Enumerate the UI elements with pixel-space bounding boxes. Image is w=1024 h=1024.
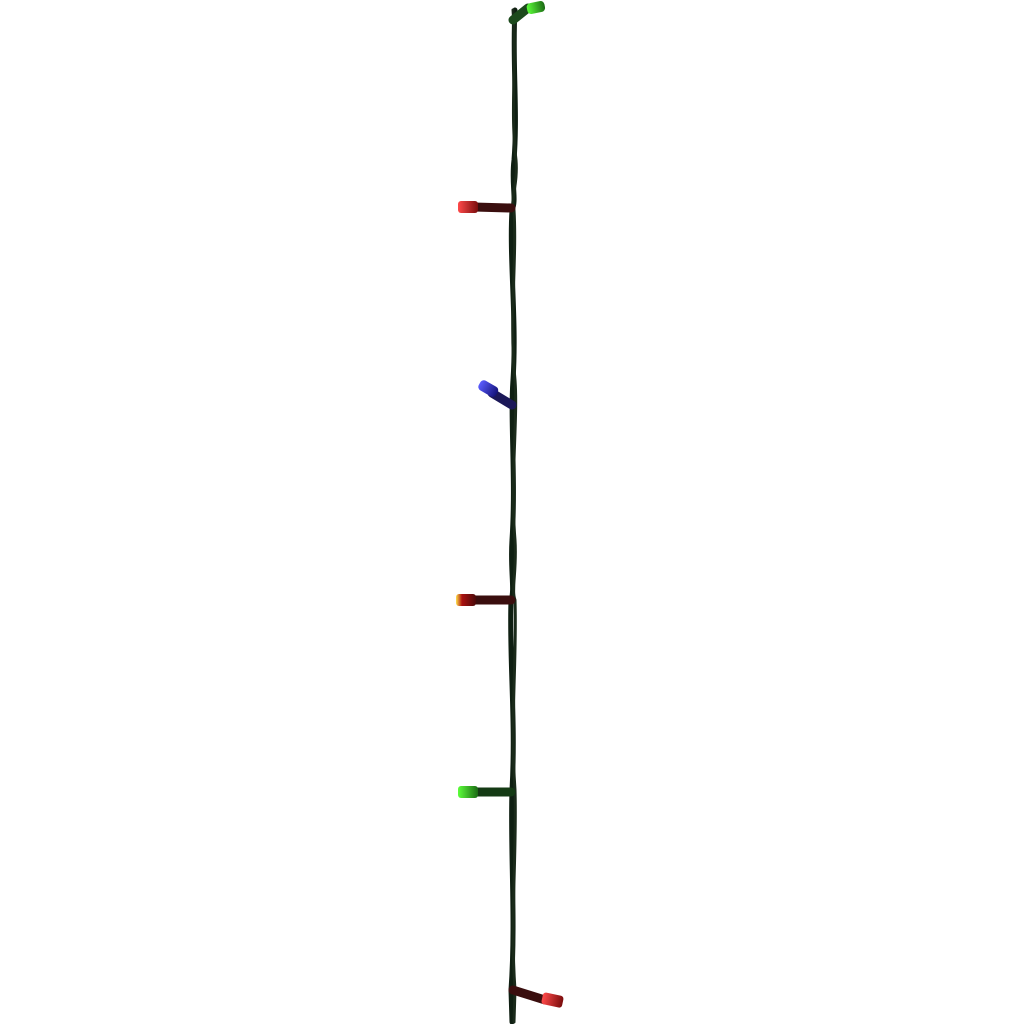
led-yellow — [456, 594, 516, 606]
led-bottom-red — [508, 985, 564, 1008]
led-red — [458, 201, 516, 213]
wire — [508, 7, 518, 1024]
led-top-green — [508, 1, 546, 25]
led-blue — [478, 380, 517, 410]
led-green — [458, 786, 516, 798]
wire-strand — [511, 8, 518, 1024]
